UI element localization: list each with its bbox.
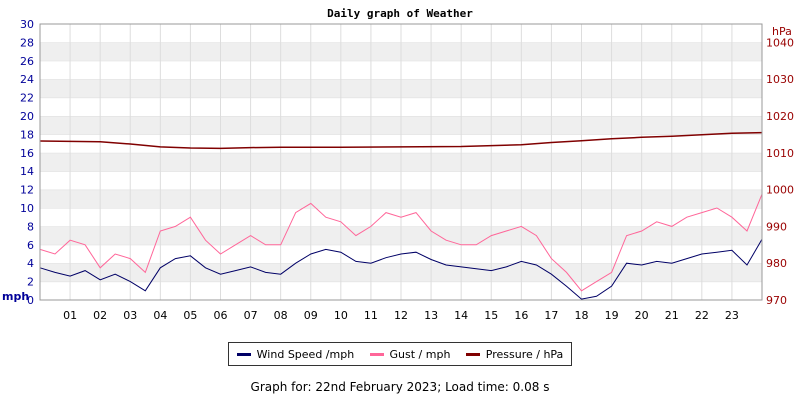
legend-label: Wind Speed /mph	[256, 347, 355, 361]
legend-label: Gust / mph	[389, 347, 451, 361]
left-tick-label: 0	[27, 294, 34, 307]
x-tick-label: 04	[153, 309, 167, 322]
x-tick-label: 11	[364, 309, 378, 322]
left-tick-label: 18	[20, 128, 34, 141]
left-tick-label: 4	[27, 257, 34, 270]
x-tick-label: 02	[93, 309, 107, 322]
x-tick-label: 10	[334, 309, 348, 322]
x-tick-label: 12	[394, 309, 408, 322]
legend-swatch	[369, 352, 384, 356]
x-tick-label: 08	[274, 309, 288, 322]
series-line-wind-speed-mph	[39, 239, 763, 300]
series-line-gust-mph	[39, 194, 763, 292]
left-tick-label: 22	[20, 92, 34, 105]
footer-prefix: Graph for:	[250, 380, 312, 394]
x-tick-label: 20	[635, 309, 649, 322]
left-tick-label: 6	[27, 239, 34, 252]
right-axis-ticks: 970 980 990 1000 1010 1020 1030 1040	[766, 36, 794, 307]
x-axis-ticks: 01 02 03 04 05 06 07 08 09 10 11 12 13 14 15 16 17 18 19 20…	[63, 309, 739, 322]
legend-swatch	[236, 352, 251, 356]
vertical-gridlines	[69, 24, 733, 300]
chart-title: Daily graph of Weather	[327, 7, 473, 20]
plot-frame	[39, 23, 763, 301]
footer-text: Graph for: 22nd February 2023; Load time…	[0, 380, 800, 394]
left-tick-label: 28	[20, 36, 34, 49]
x-tick-label: 18	[575, 309, 589, 322]
x-tick-label: 19	[605, 309, 619, 322]
x-tick-label: 03	[123, 309, 137, 322]
plot-lines	[39, 131, 763, 300]
right-tick-label: 1020	[766, 110, 794, 123]
x-tick-label: 16	[514, 309, 528, 322]
legend-item: Gust / mph	[369, 347, 451, 361]
right-tick-label: 970	[766, 294, 787, 307]
right-tick-label: 1010	[766, 147, 794, 160]
x-tick-label: 01	[63, 309, 77, 322]
x-tick-label: 09	[304, 309, 318, 322]
left-tick-label: 2	[27, 276, 34, 289]
left-tick-label: 8	[27, 220, 34, 233]
right-tick-label: 1000	[766, 184, 794, 197]
left-tick-label: 16	[20, 147, 34, 160]
left-tick-label: 10	[20, 202, 34, 215]
legend-swatch	[465, 352, 480, 356]
x-tick-label: 13	[424, 309, 438, 322]
x-tick-label: 05	[183, 309, 197, 322]
right-axis-unit: hPa	[772, 25, 792, 38]
left-tick-label: 26	[20, 55, 34, 68]
left-tick-label: 30	[20, 18, 34, 31]
x-tick-label: 17	[544, 309, 558, 322]
footer-load-label: Load time:	[445, 380, 509, 394]
x-tick-label: 23	[725, 309, 739, 322]
right-tick-label: 1040	[766, 36, 794, 49]
series-line-pressure-hpa	[39, 131, 763, 150]
legend-item: Wind Speed /mph	[236, 347, 355, 361]
legend-label: Pressure / hPa	[485, 347, 564, 361]
left-tick-label: 24	[20, 73, 34, 86]
x-tick-label: 21	[665, 309, 679, 322]
legend-item: Pressure / hPa	[465, 347, 564, 361]
left-tick-label: 14	[20, 165, 34, 178]
left-axis-unit: mph	[2, 290, 29, 303]
left-tick-label: 20	[20, 110, 34, 123]
x-tick-label: 06	[214, 309, 228, 322]
left-tick-label: 12	[20, 184, 34, 197]
x-tick-label: 14	[454, 309, 468, 322]
x-tick-label: 22	[695, 309, 709, 322]
footer-load-time: 0.08 s	[512, 380, 550, 394]
right-tick-label: 980	[766, 257, 787, 270]
footer-date: 22nd February 2023	[315, 380, 438, 394]
right-tick-label: 990	[766, 220, 787, 233]
footer-separator: ;	[437, 380, 442, 394]
right-tick-label: 1030	[766, 73, 794, 86]
x-tick-label: 15	[484, 309, 498, 322]
x-tick-label: 07	[244, 309, 258, 322]
chart-legend: Wind Speed /mph Gust / mph Pressure / hPa	[228, 342, 572, 366]
